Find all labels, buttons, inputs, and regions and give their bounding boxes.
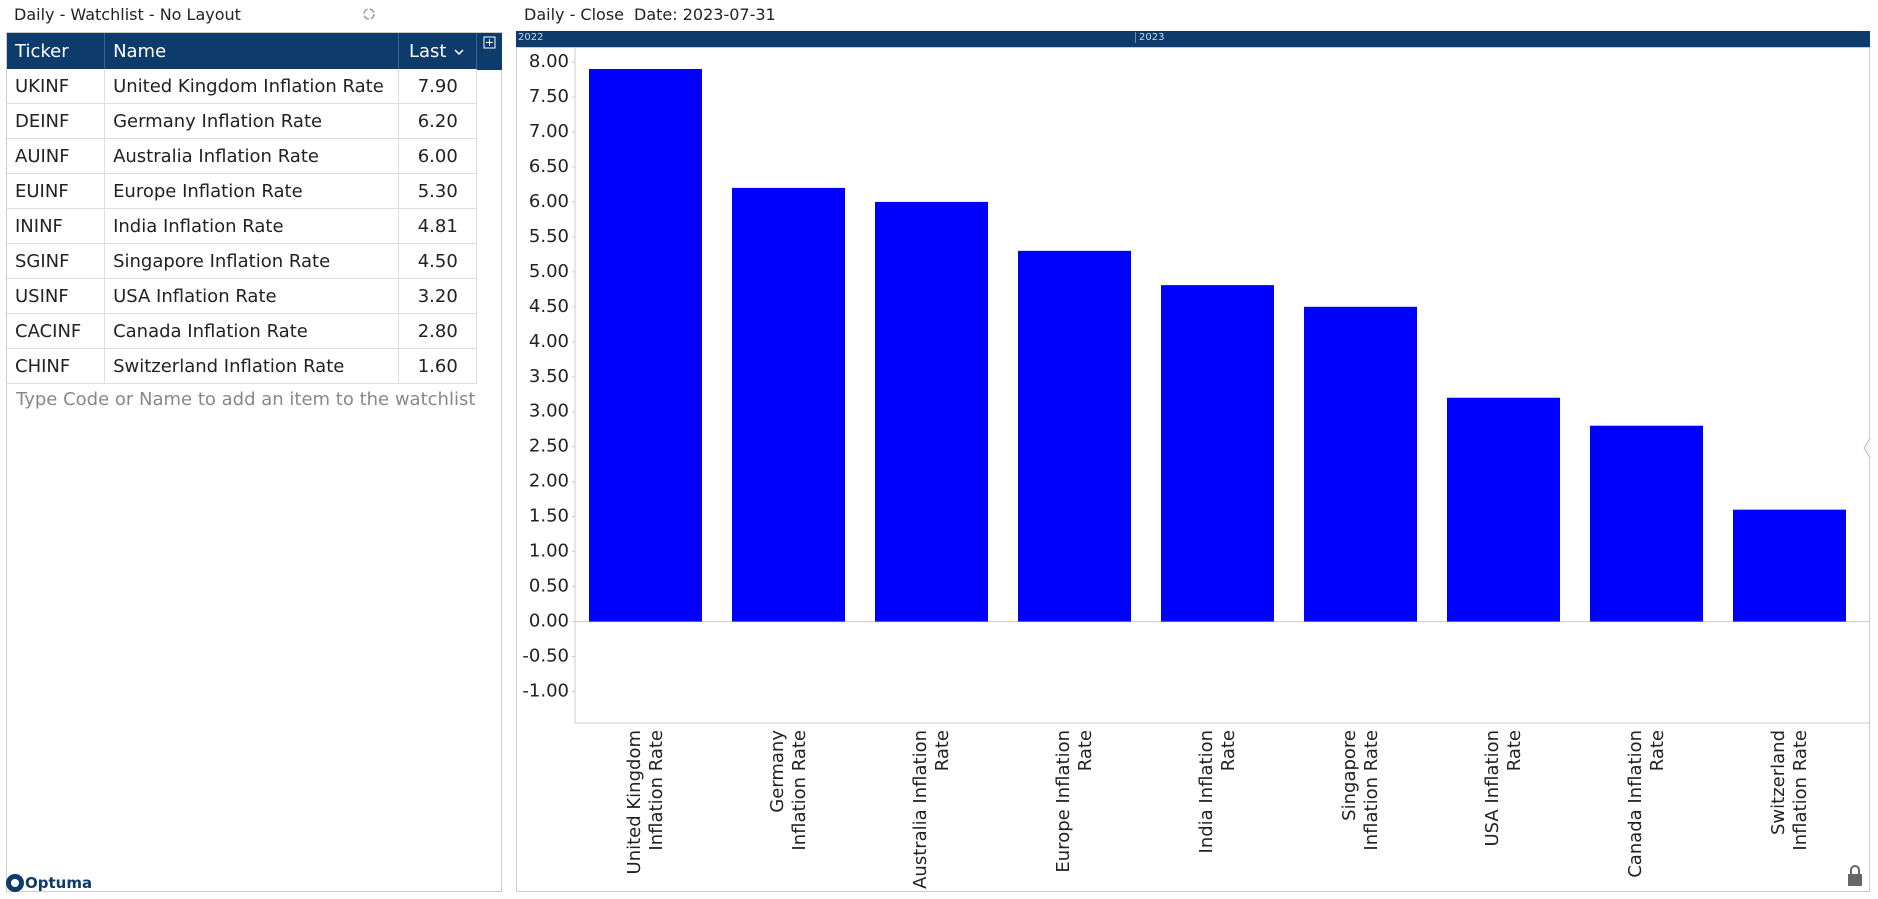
header-row: Ticker Name Last <box>7 33 477 69</box>
y-tick-label: 4.50 <box>529 296 569 317</box>
cell: Switzerland Inflation Rate <box>104 348 400 384</box>
y-tick-label: -1.00 <box>522 681 569 702</box>
cell: CACINF <box>7 313 106 349</box>
column-header[interactable]: Ticker <box>7 33 106 69</box>
cell: 4.81 <box>398 208 477 244</box>
y-tick-label: 0.00 <box>529 611 569 632</box>
bar <box>732 187 845 622</box>
logo: Optuma <box>5 873 92 893</box>
cell: 6.00 <box>398 138 477 174</box>
bar <box>589 68 702 622</box>
watchlist-row[interactable]: AUINF Australia Inflation Rate 6.00 <box>7 138 477 174</box>
x-tick-label: Canada Inflation Rate <box>1624 730 1668 878</box>
x-tick-label: USA Inflation Rate <box>1481 730 1525 847</box>
chart-panel <box>516 47 1870 892</box>
watchlist-row[interactable]: SGINF Singapore Inflation Rate 4.50 <box>7 243 477 279</box>
cell: Singapore Inflation Rate <box>104 243 400 279</box>
cell: India Inflation Rate <box>104 208 400 244</box>
x-tick-label: Switzerland Inflation Rate <box>1767 730 1811 851</box>
refresh-icon[interactable] <box>362 7 376 21</box>
watchlist-row[interactable]: ININF India Inflation Rate 4.81 <box>7 208 477 244</box>
cell: DEINF <box>7 103 106 139</box>
y-tick-label: 7.50 <box>529 86 569 107</box>
sort-icon <box>454 48 464 55</box>
chart-title: Daily - Close <box>524 5 625 24</box>
x-tick-label: Singapore Inflation Rate <box>1338 730 1382 851</box>
panel-title: Daily - Watchlist - No Layout <box>14 5 241 24</box>
timeline-label: 2022 <box>518 32 544 43</box>
cell: 5.30 <box>398 173 477 209</box>
cell: USINF <box>7 278 106 314</box>
x-tick-label: United Kingdom Inflation Rate <box>623 730 667 875</box>
timeline-label: 2023 <box>1135 32 1164 43</box>
y-tick-label: -0.50 <box>522 646 569 667</box>
bar <box>1304 306 1417 622</box>
y-tick-label: 2.00 <box>529 471 569 492</box>
y-tick-label: 2.50 <box>529 436 569 457</box>
bar <box>1590 425 1703 622</box>
cell: 2.80 <box>398 313 477 349</box>
cell: 7.90 <box>398 69 477 104</box>
cell: 1.60 <box>398 348 477 384</box>
cell: EUINF <box>7 173 106 209</box>
logo-icon <box>6 874 24 892</box>
column-header[interactable]: Last <box>398 33 477 69</box>
column-header[interactable]: Name <box>104 33 400 69</box>
y-tick-label: 3.50 <box>529 366 569 387</box>
y-tick-label: 3.00 <box>529 401 569 422</box>
watchlist-row[interactable]: UKINF United Kingdom Inflation Rate 7.90 <box>7 69 477 104</box>
cell: 6.20 <box>398 103 477 139</box>
cell: 3.20 <box>398 278 477 314</box>
cell: Australia Inflation Rate <box>104 138 400 174</box>
x-tick-label: India Inflation Rate <box>1195 730 1239 854</box>
lock-icon[interactable] <box>1848 865 1862 886</box>
watchlist-row[interactable]: CHINF Switzerland Inflation Rate 1.60 <box>7 348 477 384</box>
bar <box>1018 250 1131 622</box>
y-tick-label: 0.50 <box>529 576 569 597</box>
cell: Canada Inflation Rate <box>104 313 400 349</box>
watchlist-row[interactable]: EUINF Europe Inflation Rate 5.30 <box>7 173 477 209</box>
cell: ININF <box>7 208 106 244</box>
y-tick-label: 6.50 <box>529 156 569 177</box>
bar <box>1733 509 1846 622</box>
cell: United Kingdom Inflation Rate <box>104 69 400 104</box>
y-tick-label: 5.50 <box>529 226 569 247</box>
cell: USA Inflation Rate <box>104 278 400 314</box>
x-tick-label: Germany Inflation Rate <box>766 730 810 851</box>
add-item-input[interactable]: Type Code or Name to add an item to the … <box>16 389 476 410</box>
cell: SGINF <box>7 243 106 279</box>
bar <box>1447 397 1560 622</box>
bar <box>875 201 988 622</box>
y-tick-label: 1.00 <box>529 541 569 562</box>
plus-icon <box>483 36 496 49</box>
chevron <box>454 48 464 55</box>
y-tick-label: 6.00 <box>529 191 569 212</box>
watchlist-panel: Ticker Name Last UKINF United Kingdom Infla… <box>6 32 502 892</box>
cell: AUINF <box>7 138 106 174</box>
y-tick-label: 7.00 <box>529 121 569 142</box>
logo-text: Optuma <box>25 874 93 892</box>
side-toggle[interactable] <box>1863 437 1871 459</box>
x-tick-label: Europe Inflation Rate <box>1052 730 1096 873</box>
y-tick-label: 8.00 <box>529 51 569 72</box>
chart-date: Date: 2023-07-31 <box>634 5 776 24</box>
x-tick-label: Australia Inflation Rate <box>909 730 953 889</box>
cell: CHINF <box>7 348 106 384</box>
timeline[interactable]: 2022 2023 <box>516 31 1870 47</box>
cell: Germany Inflation Rate <box>104 103 400 139</box>
watchlist-row[interactable]: DEINF Germany Inflation Rate 6.20 <box>7 103 477 139</box>
y-tick-label: 1.50 <box>529 506 569 527</box>
cell: UKINF <box>7 69 106 104</box>
y-tick-label: 5.00 <box>529 261 569 282</box>
watchlist-row[interactable]: CACINF Canada Inflation Rate 2.80 <box>7 313 477 349</box>
y-tick-label: 4.00 <box>529 331 569 352</box>
add-column[interactable] <box>477 33 502 70</box>
watchlist-row[interactable]: USINF USA Inflation Rate 3.20 <box>7 278 477 314</box>
watchlist-table: Ticker Name Last UKINF United Kingdom Infla… <box>7 33 477 384</box>
cell: 4.50 <box>398 243 477 279</box>
cell: Europe Inflation Rate <box>104 173 400 209</box>
bar <box>1161 285 1274 622</box>
